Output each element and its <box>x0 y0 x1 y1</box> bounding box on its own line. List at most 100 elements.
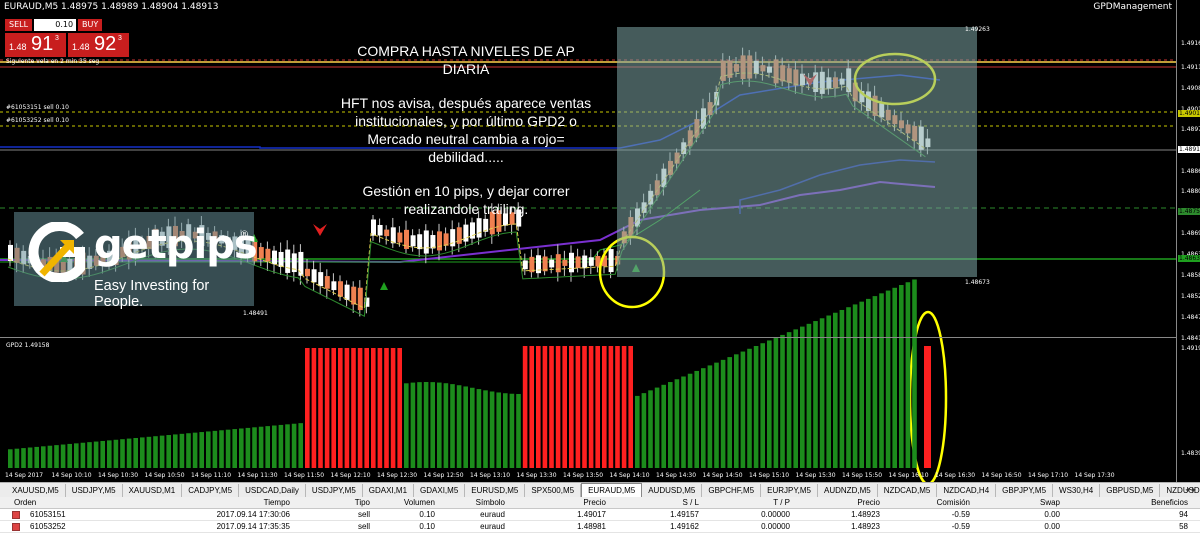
histogram-bar <box>899 285 904 468</box>
chart-tab[interactable]: NZDCAD,H4 <box>937 483 997 497</box>
candle-body <box>496 210 502 232</box>
chart-tab[interactable]: USDCAD,Daily <box>239 483 306 497</box>
histogram-bar <box>463 386 468 468</box>
chart-tab[interactable]: GBPUSD,M5 <box>1100 483 1161 497</box>
histogram-bar <box>239 428 244 468</box>
table-cell: 61053151 <box>30 510 66 519</box>
histogram-bar <box>694 370 699 468</box>
chart-tab[interactable]: USDJPY,M5 <box>66 483 123 497</box>
histogram-bar <box>206 431 211 468</box>
table-cell: 0.00000 <box>761 522 790 531</box>
histogram-bar <box>133 437 138 468</box>
chart-tab[interactable]: NZDCAD,M5 <box>878 483 938 497</box>
table-row[interactable]: 61053252 2017.09.14 17:35:35 sell 0.10 eurau… <box>0 521 1200 533</box>
annotation-line-1: COMPRA HASTA NIVELES DE AP DIARIA <box>357 43 575 77</box>
table-row[interactable]: 61053151 2017.09.14 17:30:06 sell 0.10 eurau… <box>0 509 1200 521</box>
chart-tab[interactable]: EURJPY,M5 <box>761 483 819 497</box>
histogram-bar <box>186 433 191 468</box>
candle-body <box>404 229 409 249</box>
sell-order-icon <box>12 511 20 519</box>
histogram-bar <box>753 346 759 468</box>
chart-tab[interactable]: SPX500,M5 <box>525 483 582 497</box>
histogram-bar <box>734 354 739 468</box>
buy-price-button[interactable]: 1.48 92 3 <box>68 33 129 57</box>
chart-tab[interactable]: GBPJPY,M5 <box>996 483 1054 497</box>
time-axis-label: 14 Sep 15:50 <box>842 472 883 479</box>
low-price-label: 1.48491 <box>243 310 268 317</box>
histogram-bar <box>417 382 422 468</box>
table-cell: 2017.09.14 17:30:06 <box>216 510 290 519</box>
chart-tab[interactable]: AUDNZD,M5 <box>818 483 878 497</box>
buy-price-prefix: 1.48 <box>72 42 90 52</box>
time-axis-label: 14 Sep 10:10 <box>51 472 92 479</box>
sell-button[interactable]: SELL <box>5 19 33 31</box>
histogram-bar <box>443 383 449 468</box>
histogram-bar <box>588 346 594 468</box>
tab-scroll-arrows-icon[interactable]: ◂ ▸ <box>1185 485 1196 494</box>
price-tag: 1.48913 <box>1178 146 1200 153</box>
time-axis-label: 14 Sep 12:50 <box>423 472 464 479</box>
time-axis-label: 14 Sep 14:10 <box>609 472 650 479</box>
table-cell: S / L <box>682 498 699 507</box>
candle-body <box>456 227 462 244</box>
histogram-bar <box>390 348 396 468</box>
table-cell: -0.59 <box>951 522 970 531</box>
table-cell: 58 <box>1179 522 1188 531</box>
chart-tab[interactable]: XAUUSD,M5 <box>6 483 66 497</box>
histogram-bar <box>338 348 343 468</box>
table-cell: 0.10 <box>419 522 435 531</box>
chart-tab[interactable]: NZDUSD,M5 <box>1160 484 1200 497</box>
histogram-bar <box>67 443 72 468</box>
chart-tab[interactable]: AUDUSD,M5 <box>642 483 703 497</box>
chart-tab[interactable]: GDAXI,M1 <box>363 483 415 497</box>
table-cell: Comisión <box>936 498 970 507</box>
table-cell: 0.00000 <box>761 510 790 519</box>
price-axis-label: 1.48805 <box>1181 188 1200 195</box>
next-candle-timer: Siguiente vela en 2 min 35 seg <box>6 58 100 65</box>
candle-body <box>476 218 482 238</box>
histogram-bar <box>357 348 363 468</box>
candle-body <box>364 297 370 307</box>
chart-tab[interactable]: EURAUD,M5 <box>581 483 643 497</box>
histogram-bar <box>232 429 237 468</box>
candle-body <box>278 251 284 267</box>
sell-price-button[interactable]: 1.48 91 3 <box>5 33 66 57</box>
price-axis-label: 1.48635 <box>1181 251 1200 258</box>
price-axis[interactable]: 1.49163 1.49111 1.49083 1.49017 1.48970 1.489… <box>1176 0 1200 482</box>
buy-button[interactable]: BUY <box>78 19 103 31</box>
one-click-trading-panel: SELL 0.10 BUY 1.48 91 3 1.48 92 3 <box>5 19 130 57</box>
lot-size-input[interactable]: 0.10 <box>34 19 77 31</box>
table-cell: 1.49157 <box>670 510 699 519</box>
table-cell: Tipo <box>354 498 370 507</box>
histogram-bar <box>879 293 884 468</box>
histogram-bar <box>536 346 541 468</box>
chart-tab[interactable]: WS30,H4 <box>1053 483 1101 497</box>
histogram-bar <box>555 346 561 468</box>
histogram-bar <box>608 346 614 468</box>
chart-tab[interactable]: GDAXI,M5 <box>414 483 466 497</box>
chart-tab[interactable]: GBPCHF,M5 <box>702 483 762 497</box>
histogram-bar <box>100 440 105 468</box>
chart-tab[interactable]: CADJPY,M5 <box>182 483 240 497</box>
box-bottom-label: 1.48673 <box>965 279 990 286</box>
histogram-bar <box>291 423 297 468</box>
table-cell: sell <box>357 522 370 531</box>
subwindow-separator[interactable] <box>0 337 1176 338</box>
histogram-bar <box>714 362 719 468</box>
histogram-bar <box>806 323 812 468</box>
chart-tab[interactable]: XAUUSD,M1 <box>123 483 183 497</box>
sell-price-pips: 91 <box>31 33 54 55</box>
symbol-header: EURAUD,M5 1.48975 1.48989 1.48904 1.4891… <box>4 2 219 12</box>
sell-signal-arrow-icon <box>313 224 327 236</box>
chart-tab[interactable]: EURUSD,M5 <box>465 483 526 497</box>
price-chart[interactable]: 1.49263 1.48673 EURAUD,M5 1.48975 1.4898… <box>0 0 1200 482</box>
chart-tab[interactable]: USDJPY,M5 <box>306 483 363 497</box>
histogram-bar <box>113 439 119 468</box>
histogram-bar <box>885 290 891 468</box>
candle-body <box>331 281 337 291</box>
table-cell: 61053252 <box>30 522 66 531</box>
table-cell: 0.00 <box>1044 522 1060 531</box>
histogram-bar <box>833 312 838 468</box>
table-cell: Precio <box>857 498 880 507</box>
candle-body <box>595 256 601 267</box>
